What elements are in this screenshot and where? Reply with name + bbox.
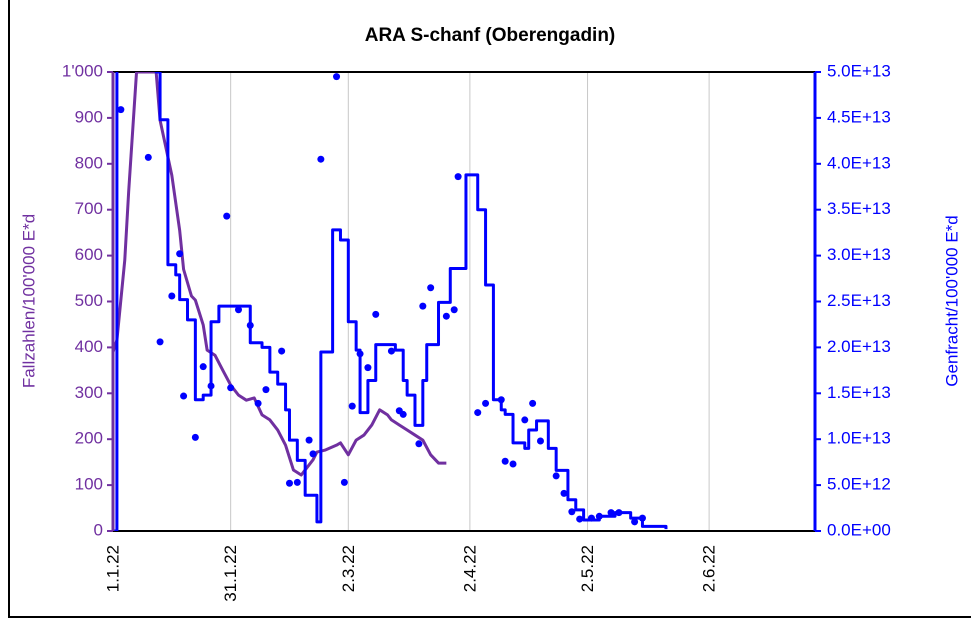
y-axis-label: Fallzahlen/100'000 E*d xyxy=(19,214,38,388)
data-point xyxy=(293,478,301,486)
x-tick-label: 2.3.22 xyxy=(339,545,358,592)
data-point xyxy=(595,512,603,520)
data-point xyxy=(144,153,152,161)
chart-border xyxy=(8,0,971,618)
data-point xyxy=(427,284,435,292)
data-point xyxy=(638,514,646,522)
data-point xyxy=(576,515,584,523)
y2-tick-label: 5.0E+13 xyxy=(827,61,891,80)
data-point xyxy=(399,410,407,418)
y2-tick-label: 2.0E+13 xyxy=(827,337,891,356)
data-point xyxy=(191,433,199,441)
plot-area xyxy=(113,72,668,531)
data-point xyxy=(333,73,341,81)
data-point xyxy=(156,338,164,346)
data-point xyxy=(199,363,207,371)
x-tick-label: 1.1.22 xyxy=(103,545,122,592)
data-point xyxy=(364,364,372,372)
y-tick-label: 0 xyxy=(94,520,103,539)
y2-tick-label: 3.0E+13 xyxy=(827,245,891,264)
data-point xyxy=(419,302,427,310)
data-point xyxy=(587,514,595,522)
data-point xyxy=(348,402,356,410)
y2-tick-label: 1.0E+13 xyxy=(827,429,891,448)
data-point xyxy=(234,306,242,314)
y-tick-label: 800 xyxy=(75,153,103,172)
data-point xyxy=(356,350,364,358)
data-point xyxy=(262,386,270,394)
data-point xyxy=(278,347,286,355)
x-tick-label: 2.5.22 xyxy=(578,545,597,592)
data-point xyxy=(497,396,505,404)
data-point xyxy=(207,382,215,390)
data-point xyxy=(176,250,184,258)
data-point xyxy=(454,173,462,181)
x-tick-label: 31.1.22 xyxy=(221,545,240,602)
data-point xyxy=(509,460,517,468)
data-point xyxy=(309,450,317,458)
y-tick-label: 200 xyxy=(75,429,103,448)
data-point xyxy=(442,312,450,320)
y2-tick-label: 2.5E+13 xyxy=(827,291,891,310)
y2-tick-label: 0.0E+00 xyxy=(827,520,891,539)
y-tick-label: 600 xyxy=(75,245,103,264)
y-tick-label: 700 xyxy=(75,199,103,218)
y2-tick-label: 4.5E+13 xyxy=(827,107,891,126)
data-point xyxy=(474,409,482,417)
data-line xyxy=(113,72,447,477)
chart-title: ARA S-chanf (Oberengadin) xyxy=(365,25,616,46)
y2-tick-label: 1.5E+13 xyxy=(827,383,891,402)
data-point xyxy=(631,518,639,526)
data-point xyxy=(552,472,560,480)
y2-tick-label: 4.0E+13 xyxy=(827,153,891,172)
y-tick-label: 1'000 xyxy=(62,61,103,80)
data-point xyxy=(450,306,458,314)
x-tick-label: 2.4.22 xyxy=(460,545,479,592)
data-point xyxy=(246,321,254,329)
y-tick-label: 900 xyxy=(75,107,103,126)
data-point xyxy=(607,509,615,517)
x-tick-label: 2.6.22 xyxy=(700,545,719,592)
data-point xyxy=(482,399,490,407)
y-tick-label: 500 xyxy=(75,291,103,310)
y-tick-label: 300 xyxy=(75,383,103,402)
y2-axis-label: Genfracht/100'000 E*d xyxy=(942,215,961,386)
data-point xyxy=(227,384,235,392)
data-point xyxy=(117,106,125,114)
data-point xyxy=(223,212,231,220)
data-point xyxy=(285,479,293,487)
data-point xyxy=(501,457,509,465)
data-point xyxy=(415,440,423,448)
data-point xyxy=(615,509,623,517)
data-point xyxy=(305,436,313,444)
y-tick-label: 400 xyxy=(75,337,103,356)
y2-tick-label: 3.5E+13 xyxy=(827,199,891,218)
data-point xyxy=(521,416,529,424)
data-point xyxy=(180,392,188,400)
data-point xyxy=(340,478,348,486)
data-point xyxy=(372,310,380,318)
data-line xyxy=(113,72,668,531)
data-point xyxy=(560,489,568,497)
data-point xyxy=(536,437,544,445)
data-point xyxy=(317,155,325,163)
data-point xyxy=(387,347,395,355)
y2-tick-label: 5.0E+12 xyxy=(827,475,891,494)
data-point xyxy=(529,399,537,407)
y-tick-label: 100 xyxy=(75,475,103,494)
data-point xyxy=(254,399,262,407)
data-point xyxy=(568,508,576,516)
data-point xyxy=(168,292,176,300)
